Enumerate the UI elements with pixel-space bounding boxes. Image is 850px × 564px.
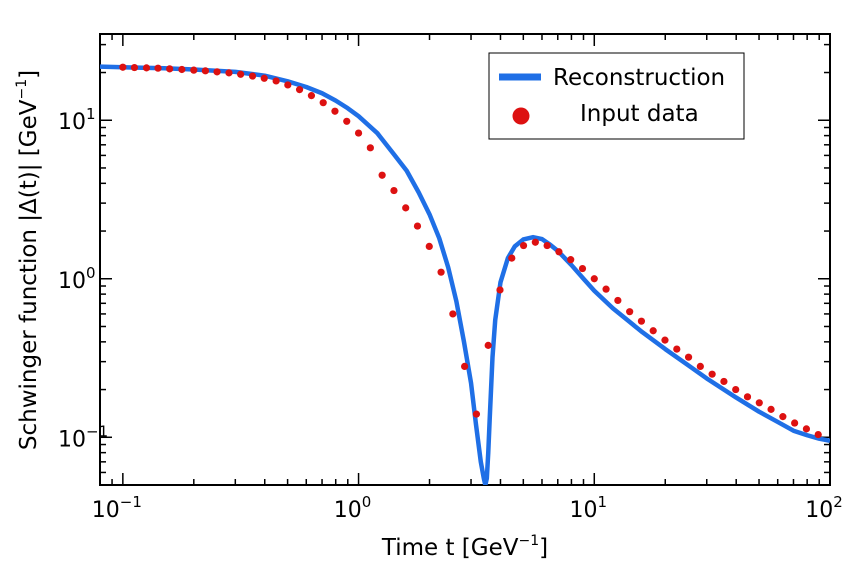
- input-data-point: [378, 171, 386, 179]
- input-data-point: [743, 393, 752, 401]
- input-data-point: [284, 81, 292, 89]
- input-data-point: [555, 248, 563, 256]
- input-data-point: [720, 377, 728, 386]
- input-data-point: [130, 63, 139, 72]
- input-data-point: [802, 425, 811, 433]
- input-data-point: [366, 144, 374, 152]
- input-data-point: [449, 310, 457, 318]
- input-data-point: [190, 66, 198, 74]
- legend: Reconstruction Input data: [488, 52, 745, 140]
- legend-label-reconstruction: Reconstruction: [553, 65, 725, 91]
- input-data-point: [508, 254, 516, 262]
- input-data-point: [166, 65, 174, 73]
- input-data-point: [201, 67, 209, 75]
- input-data-point: [331, 107, 339, 115]
- reconstruction-line: [100, 64, 830, 485]
- input-data-point: [661, 336, 669, 344]
- legend-label-input-data: Input data: [580, 101, 699, 127]
- input-data-point: [791, 419, 799, 427]
- input-data-point: [272, 77, 280, 85]
- y-axis-label: Schwinger function |Δ(t)| [GeV−1]: [14, 70, 42, 450]
- input-data-point: [684, 353, 693, 361]
- x-tick-label: 102: [805, 493, 843, 523]
- input-data-point: [673, 345, 681, 353]
- input-data-point: [307, 92, 316, 100]
- input-data-point: [402, 204, 410, 212]
- input-data-point: [390, 186, 398, 195]
- legend-dot-swatch: [512, 107, 530, 125]
- x-tick-label: 100: [334, 493, 372, 523]
- input-data-point: [496, 286, 504, 294]
- input-data-point: [578, 264, 587, 273]
- input-data-point: [295, 86, 304, 94]
- input-data-point: [472, 410, 481, 418]
- legend-box: [488, 52, 745, 140]
- input-data-point: [413, 222, 422, 230]
- input-data-point: [142, 64, 151, 72]
- plot-frame: [99, 33, 831, 486]
- input-data-point: [248, 72, 257, 80]
- x-tick-label: 101: [570, 493, 608, 523]
- y-tick-label: 10−1: [58, 422, 108, 452]
- input-data-point: [590, 275, 598, 283]
- y-tick-label: 100: [58, 264, 96, 294]
- series-layer: [100, 63, 830, 485]
- input-data-point: [567, 256, 575, 264]
- input-data-point: [225, 69, 233, 77]
- input-data-point: [354, 129, 363, 137]
- input-data-point: [119, 63, 127, 71]
- input-data-point: [237, 70, 245, 78]
- input-data-point: [614, 296, 622, 305]
- input-data-point: [708, 370, 716, 378]
- input-data-point: [461, 362, 469, 370]
- input-data-point: [767, 405, 775, 413]
- input-data-point: [626, 308, 634, 316]
- input-data-point: [779, 413, 787, 421]
- input-data-point: [425, 242, 433, 251]
- input-data-point: [319, 99, 327, 107]
- x-tick-label: 10−1: [92, 493, 142, 523]
- input-data-point: [543, 241, 551, 250]
- input-data-point: [484, 341, 492, 349]
- input-data-point: [437, 268, 445, 276]
- tick-labels: 10−1 100 101 102 10−1 100 101: [58, 105, 843, 523]
- input-data-point: [696, 362, 704, 370]
- input-data-point: [178, 65, 186, 74]
- y-tick-label: 101: [58, 105, 96, 135]
- input-data-point: [531, 238, 539, 246]
- x-axis-label: Time t [GeV−1]: [381, 533, 548, 561]
- input-data-point: [649, 327, 657, 335]
- axis-ticks: [99, 34, 831, 486]
- input-data-point: [519, 241, 528, 250]
- input-data-point: [814, 430, 822, 439]
- input-data-point: [343, 117, 351, 125]
- input-data-point: [154, 64, 162, 72]
- input-data-point: [755, 399, 763, 407]
- input-data-point: [260, 74, 268, 82]
- input-data-point: [637, 317, 646, 325]
- input-data-point: [732, 385, 740, 394]
- input-data-point: [213, 68, 221, 76]
- input-data-point: [602, 285, 610, 293]
